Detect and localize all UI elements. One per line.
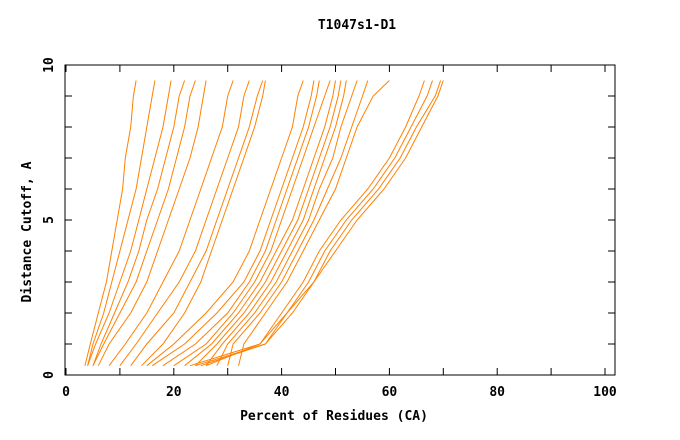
chart-title: T1047s1-D1 <box>318 18 396 33</box>
series-line-2 <box>87 80 156 366</box>
series-line-19 <box>227 80 369 366</box>
series-line-11 <box>146 80 304 367</box>
y-tick-label: 10 <box>42 57 57 73</box>
x-tick-label: 0 <box>62 385 70 400</box>
series-line-22 <box>195 80 433 367</box>
series-line-16 <box>195 80 342 367</box>
x-tick-label: 40 <box>274 385 290 400</box>
series-line-10 <box>141 80 266 367</box>
series-line-5 <box>92 80 196 366</box>
x-axis-label: Percent of Residues (CA) <box>240 409 428 424</box>
series-line-17 <box>205 80 347 366</box>
series-line-4 <box>92 80 186 366</box>
series-line-18 <box>216 80 358 366</box>
y-tick-label: 0 <box>42 371 57 379</box>
series-line-14 <box>173 80 331 367</box>
y-axis-label: Distance Cutoff, A <box>20 161 35 302</box>
series-line-6 <box>97 80 207 366</box>
series-line-3 <box>87 80 172 366</box>
x-tick-label: 80 <box>489 385 505 400</box>
x-tick-label: 60 <box>382 385 398 400</box>
series-line-20 <box>238 80 390 366</box>
series-line-12 <box>151 80 315 367</box>
x-tick-label: 20 <box>166 385 182 400</box>
series-line-7 <box>108 80 234 366</box>
x-tick-label: 100 <box>593 385 617 400</box>
series-line-15 <box>184 80 336 367</box>
series-line-24 <box>205 80 444 367</box>
series-line-8 <box>119 80 250 366</box>
series-line-23 <box>200 80 442 367</box>
series-line-21 <box>189 80 425 367</box>
axis-ticks: 0 20 40 60 80 100 0 5 10 <box>42 57 617 400</box>
series-line-9 <box>130 80 264 366</box>
series-lines <box>84 80 444 367</box>
series-line-1 <box>84 80 137 366</box>
y-tick-label: 5 <box>42 216 57 224</box>
series-line-13 <box>162 80 320 367</box>
